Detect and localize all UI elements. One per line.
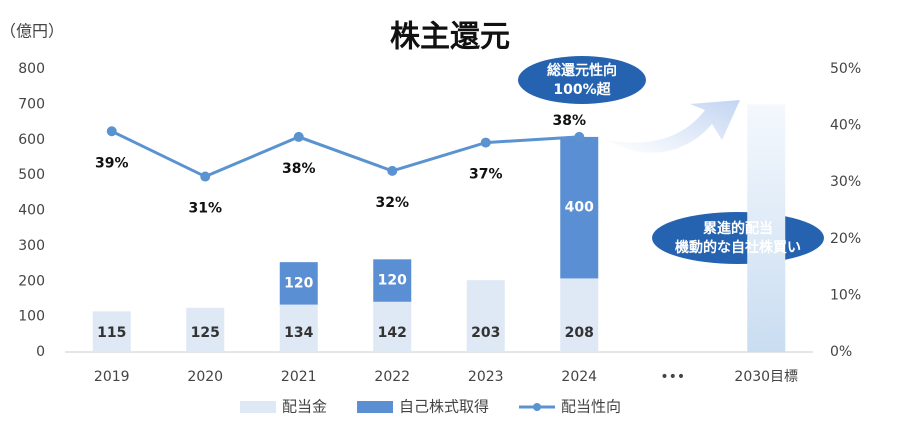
bar: [279, 304, 318, 352]
bar: [373, 259, 412, 302]
line-point: [480, 137, 491, 148]
bar-label: 115: [97, 325, 126, 341]
bar: [92, 311, 131, 352]
bar: [466, 280, 505, 352]
bar-label: 400: [565, 200, 594, 216]
legend-label: 配当金: [282, 398, 327, 416]
line-point: [293, 131, 304, 142]
y-tick-label: 100: [18, 309, 45, 325]
x-tick-label: 2023: [468, 369, 504, 385]
y2-tick-label: 20%: [830, 231, 861, 247]
legend-point: [533, 403, 542, 411]
x-tick-label: 2022: [374, 369, 410, 385]
legend-label: 自己株式取得: [399, 398, 489, 416]
line-label: 32%: [375, 195, 409, 211]
chart-title: 株主還元: [390, 20, 510, 55]
arrow: [608, 100, 740, 153]
bar: [373, 301, 412, 352]
x-tick-label: •••: [660, 369, 685, 385]
bar-label: 120: [284, 275, 313, 291]
line-point: [387, 165, 398, 176]
y2-tick-label: 30%: [830, 174, 861, 190]
x-tick-label: 2024: [561, 369, 597, 385]
line: [111, 129, 580, 179]
line-label: 39%: [95, 155, 129, 171]
line-label: 38%: [552, 113, 586, 129]
bar: [560, 278, 599, 352]
line-label: 37%: [469, 167, 503, 183]
line-point: [200, 171, 211, 182]
y2-tick-label: 10%: [830, 287, 861, 303]
annotation: 総還元性向: [547, 62, 617, 79]
line-label: 31%: [188, 201, 222, 217]
line-point: [106, 126, 117, 137]
bar-label: 208: [565, 325, 594, 341]
y2-tick-label: 50%: [830, 61, 861, 77]
y-axis-label: （億円）: [0, 22, 64, 41]
y-tick-label: 400: [18, 203, 45, 219]
annotation-bubble: [518, 56, 646, 104]
x-tick-label: 2020: [187, 369, 223, 385]
bar-label: 142: [378, 325, 407, 341]
y-tick-label: 0: [36, 344, 45, 360]
line-label: 38%: [282, 161, 316, 177]
legend-swatch: [240, 401, 276, 413]
x-tick-label: 2030目標: [734, 369, 798, 385]
y-tick-label: 300: [18, 238, 45, 254]
bar-label: 125: [191, 325, 220, 341]
legend-label: 配当性向: [561, 398, 621, 416]
x-tick-label: 2021: [281, 369, 317, 385]
legend-swatch: [357, 401, 394, 413]
y-tick-label: 200: [18, 273, 45, 289]
y-tick-label: 700: [18, 96, 45, 112]
y2-tick-label: 40%: [830, 118, 861, 134]
bar-label: 134: [284, 325, 313, 341]
target-bar: [747, 104, 786, 352]
bar: [560, 136, 599, 279]
annotation: 累進的配当: [703, 220, 773, 237]
y2-tick-label: 0%: [830, 344, 852, 360]
bar-label: 120: [378, 273, 407, 289]
y-tick-label: 800: [18, 61, 45, 77]
y-tick-label: 600: [18, 132, 45, 148]
annotation-bubble: [652, 212, 824, 264]
annotation: 100%超: [553, 81, 611, 98]
bar: [186, 307, 225, 352]
x-tick-label: 2019: [94, 369, 130, 385]
bar-label: 203: [471, 325, 500, 341]
y-tick-label: 500: [18, 167, 45, 183]
bar: [279, 262, 318, 305]
annotation: 機動的な自社株買い: [675, 239, 801, 256]
line-point: [574, 131, 585, 142]
